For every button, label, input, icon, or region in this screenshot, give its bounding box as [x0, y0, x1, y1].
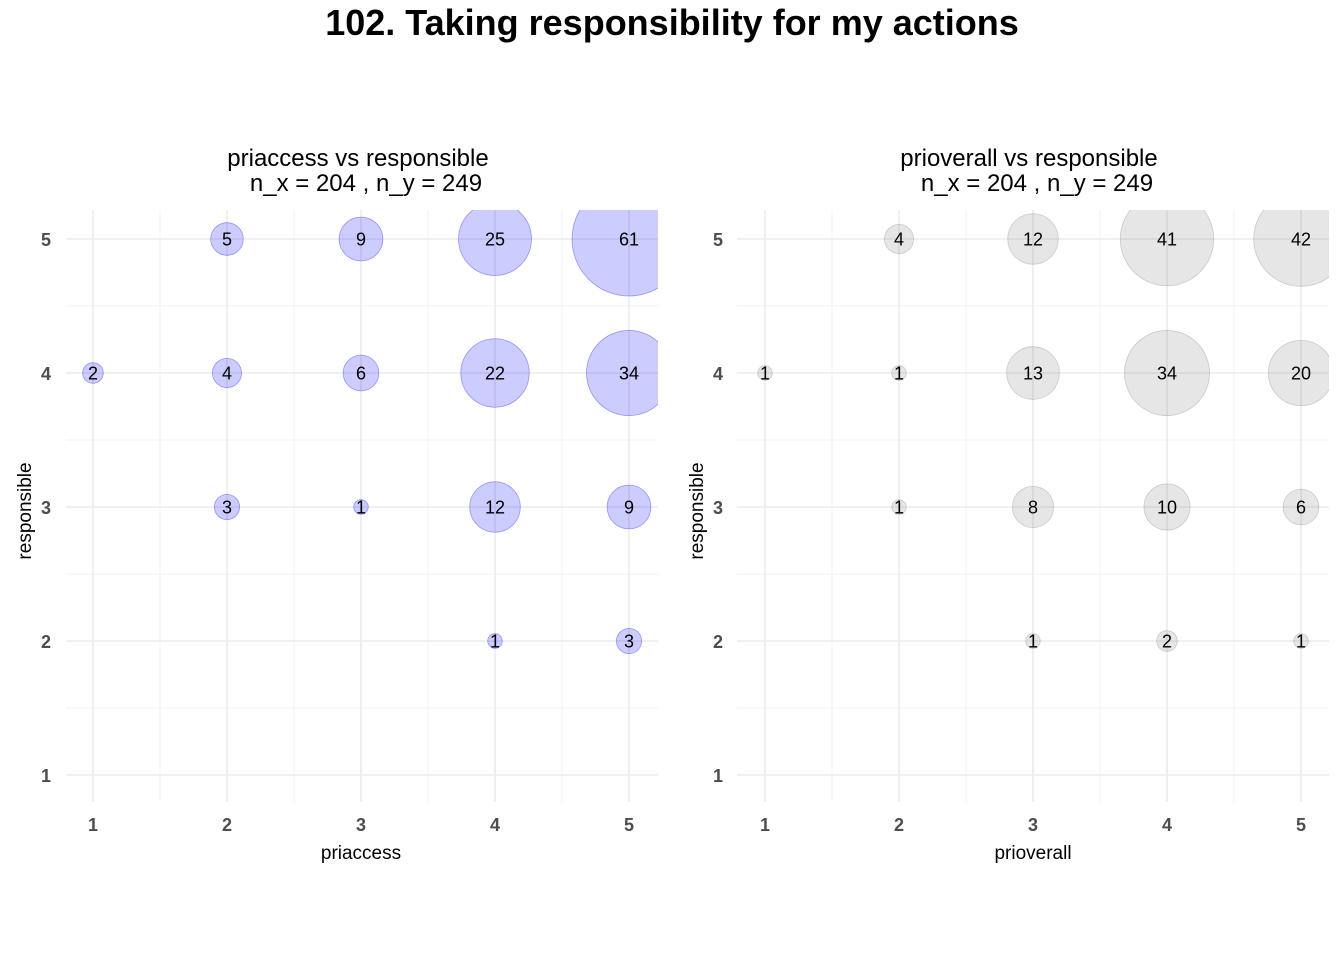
bubble — [1267, 339, 1329, 407]
bubble — [212, 358, 242, 388]
bubble — [1143, 483, 1191, 531]
bubble-count-label: 4 — [222, 364, 232, 384]
bubble-count-label: 1 — [894, 364, 904, 384]
bubble — [615, 627, 643, 655]
y-tick-label: 2 — [713, 632, 723, 652]
y-tick-label: 5 — [41, 230, 51, 250]
y-axis-label: responsible — [687, 462, 708, 559]
bubble — [353, 499, 369, 515]
bubble-count-label: 12 — [1023, 230, 1043, 250]
bubble-count-label: 9 — [356, 230, 366, 250]
bubble — [342, 354, 380, 392]
bubble — [1119, 210, 1215, 287]
bubble-count-label: 2 — [88, 364, 98, 384]
x-tick-label: 2 — [222, 815, 232, 835]
x-axis-label: priaccess — [321, 843, 401, 864]
bubble-count-label: 42 — [1291, 230, 1311, 250]
bubble — [458, 210, 532, 276]
bubble — [460, 338, 530, 408]
bubble — [1156, 630, 1178, 652]
bubble-count-label: 22 — [485, 364, 505, 384]
bubble-count-label: 34 — [619, 364, 639, 384]
y-tick-label: 3 — [41, 498, 51, 518]
bubble-count-label: 12 — [485, 498, 505, 518]
bubble-count-label: 6 — [1296, 498, 1306, 518]
bubble — [1293, 633, 1309, 649]
bubble-count-label: 1 — [760, 364, 770, 384]
y-tick-label: 3 — [713, 498, 723, 518]
bubble-count-label: 3 — [222, 498, 232, 518]
x-tick-label: 5 — [624, 815, 634, 835]
y-tick-label: 4 — [41, 364, 51, 384]
bubble-count-label: 1 — [1028, 632, 1038, 652]
panel-subtitle: n_x = 204 , n_y = 249 — [250, 170, 482, 197]
bubble-count-label: 41 — [1157, 230, 1177, 250]
bubble-count-label: 6 — [356, 364, 366, 384]
bubble — [487, 633, 503, 649]
bubble-group — [757, 210, 1329, 652]
bubble-count-label: 1 — [490, 632, 500, 652]
bubble — [884, 224, 914, 254]
x-tick-label: 2 — [894, 815, 904, 835]
bubble — [606, 484, 652, 530]
bubble-count-label: 1 — [1296, 632, 1306, 652]
bubble-count-label: 4 — [894, 230, 904, 250]
bubble — [1011, 485, 1055, 529]
bubble — [1007, 213, 1059, 265]
bubble-count-label: 20 — [1291, 364, 1311, 384]
panel-title: priaccess vs responsible — [227, 145, 488, 172]
x-tick-label: 1 — [88, 815, 98, 835]
bubble — [210, 222, 244, 256]
x-tick-label: 4 — [490, 815, 500, 835]
bubble — [1253, 210, 1329, 287]
y-tick-label: 4 — [713, 364, 723, 384]
x-tick-label: 3 — [1028, 815, 1038, 835]
bubble — [1124, 330, 1210, 416]
y-axis-label: responsible — [15, 462, 36, 559]
bubble-count-label: 2 — [1162, 632, 1172, 652]
bubble-count-label: 13 — [1023, 364, 1043, 384]
bubble-count-label: 5 — [222, 230, 232, 250]
y-tick-label: 5 — [713, 230, 723, 250]
x-tick-label: 5 — [1296, 815, 1306, 835]
bubble — [891, 365, 907, 381]
x-tick-label: 4 — [1162, 815, 1172, 835]
bubble-count-label: 10 — [1157, 498, 1177, 518]
y-tick-label: 1 — [713, 766, 723, 786]
bubble — [213, 493, 241, 521]
bubble — [586, 330, 658, 416]
bubble-count-label: 8 — [1028, 498, 1038, 518]
y-tick-label: 1 — [41, 766, 51, 786]
x-tick-label: 1 — [760, 815, 770, 835]
bubble — [1006, 346, 1060, 400]
panel-title: prioverall vs responsible — [900, 145, 1157, 172]
bubble — [1025, 633, 1041, 649]
chart-main-title: 102. Taking responsibility for my action… — [325, 2, 1019, 43]
bubble-count-label: 1 — [356, 498, 366, 518]
bubble — [1282, 488, 1320, 526]
bubble — [757, 365, 773, 381]
bubble — [571, 210, 658, 297]
y-tick-label: 2 — [41, 632, 51, 652]
panel-subtitle: n_x = 204 , n_y = 249 — [921, 170, 1153, 197]
bubble-count-label: 25 — [485, 230, 505, 250]
bubble-group — [82, 210, 658, 655]
bubble-count-label: 34 — [1157, 364, 1177, 384]
bubble — [338, 216, 384, 262]
bubble — [82, 362, 104, 384]
bubble-count-label: 9 — [624, 498, 634, 518]
bubble — [469, 481, 521, 533]
bubble-count-label: 3 — [624, 632, 634, 652]
bubble-count-label: 61 — [619, 230, 639, 250]
bubble-count-label: 1 — [894, 498, 904, 518]
x-axis-label: prioverall — [994, 843, 1071, 864]
bubble — [891, 499, 907, 515]
x-tick-label: 3 — [356, 815, 366, 835]
